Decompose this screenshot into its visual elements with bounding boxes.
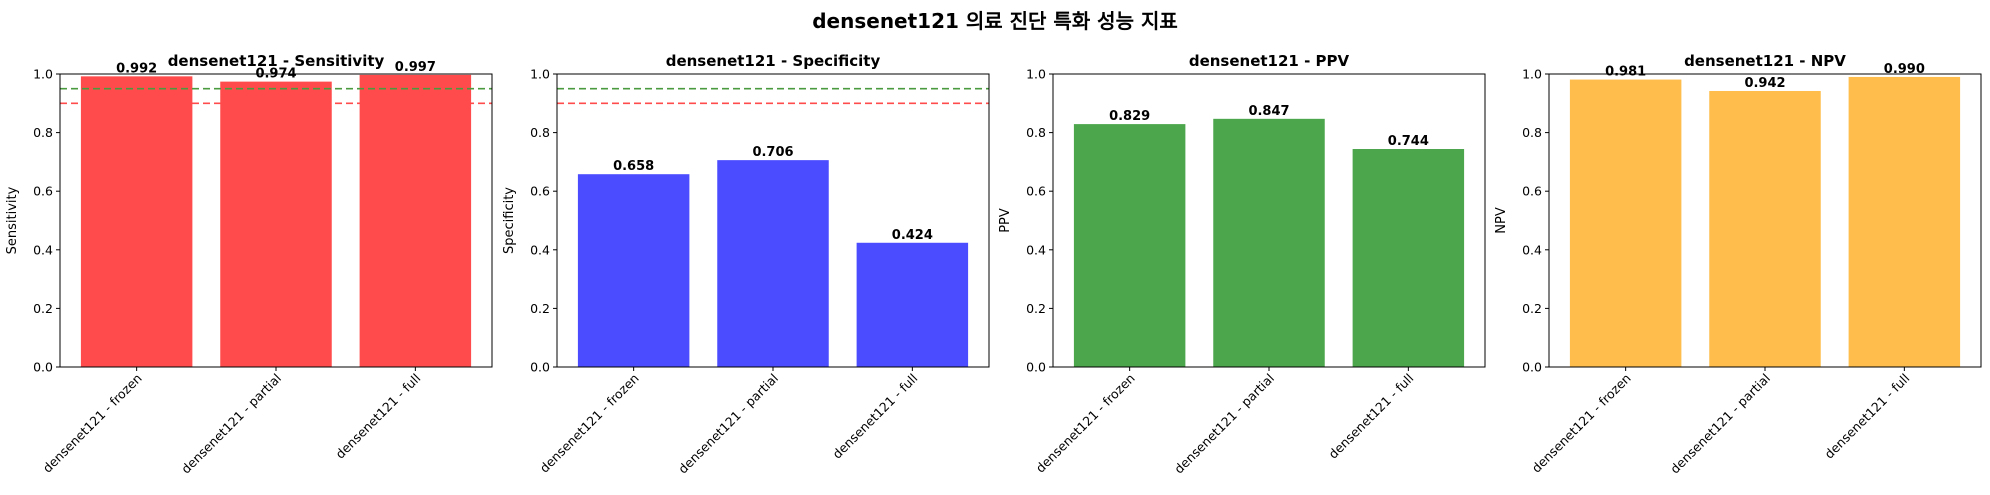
x-tick-label: densenet121 - frozen (1033, 371, 1138, 476)
y-tick-label: 0.4 (530, 242, 550, 257)
bar-value-label: 0.658 (613, 159, 654, 174)
y-tick-label: 0.8 (1522, 125, 1542, 140)
bar-value-label: 0.981 (1605, 65, 1646, 80)
y-tick-label: 0.4 (1026, 242, 1046, 257)
y-tick-label: 0.4 (33, 242, 53, 257)
y-tick-label: 1.0 (33, 67, 53, 82)
y-axis-label: Specificity (502, 187, 517, 254)
bar (1709, 90, 1821, 367)
y-tick-label: 0.0 (530, 360, 550, 375)
subplot-title: densenet121 - PPV (1189, 52, 1350, 70)
bar (80, 76, 193, 368)
y-tick-label: 0.2 (1026, 301, 1046, 316)
figure-suptitle: densenet121 의료 진단 특화 성능 지표 (812, 9, 1178, 33)
bar-value-label: 0.997 (395, 60, 436, 75)
y-axis-label: PPV (998, 208, 1013, 233)
bar-value-label: 0.829 (1109, 109, 1150, 124)
x-tick-label: densenet121 - full (1325, 371, 1416, 462)
bar (359, 74, 472, 367)
bar-value-label: 0.847 (1248, 104, 1289, 119)
y-tick-label: 0.6 (33, 184, 53, 199)
x-tick-label: densenet121 - partial (1171, 371, 1277, 477)
y-tick-label: 0.2 (1522, 301, 1542, 316)
bar-value-label: 0.424 (892, 228, 933, 243)
bar (856, 242, 969, 367)
bar (717, 160, 829, 367)
x-tick-label: densenet121 - partial (1667, 371, 1773, 477)
y-tick-label: 0.8 (530, 125, 550, 140)
subplot-3: 0.829 0.847 0.744 0.0 0.2 0.4 0.6 0.8 1.0 densene… (998, 52, 1486, 477)
y-tick-label: 0.6 (1522, 184, 1542, 199)
y-tick-label: 0.0 (1522, 360, 1542, 375)
x-tick-label: densenet121 - frozen (1529, 371, 1634, 476)
x-tick-label: densenet121 - full (1821, 371, 1912, 462)
bar (1073, 124, 1186, 367)
bar (220, 81, 332, 368)
y-tick-label: 1.0 (1522, 67, 1542, 82)
subplot-2: 0.658 0.706 0.424 0.0 0.2 0.4 0.6 0.8 1.0 densene… (502, 52, 990, 477)
bar-value-label: 0.990 (1884, 62, 1925, 77)
x-tick-label: densenet121 - frozen (40, 371, 145, 476)
y-tick-label: 0.8 (33, 125, 53, 140)
x-tick-label: densenet121 - partial (675, 371, 781, 477)
y-tick-label: 0.0 (33, 360, 53, 375)
subplot-4: 0.981 0.942 0.990 0.0 0.2 0.4 0.6 0.8 1.0 densene… (1494, 52, 1982, 477)
y-tick-label: 0.2 (33, 301, 53, 316)
y-tick-label: 1.0 (530, 67, 550, 82)
y-tick-label: 0.0 (1026, 360, 1046, 375)
y-tick-label: 0.4 (1522, 242, 1542, 257)
subplot-1: 0.992 0.974 0.9970.00.20.40.60.81.0densene… (5, 52, 493, 477)
subplot-title: densenet121 - Specificity (666, 52, 881, 70)
subplot-title: densenet121 - Sensitivity (168, 52, 385, 70)
subplot-title: densenet121 - NPV (1684, 52, 1846, 70)
y-axis-label: NPV (1494, 207, 1509, 234)
bar (1848, 76, 1961, 368)
x-tick-label: densenet121 - full (829, 371, 920, 462)
x-tick-label: densenet121 - frozen (537, 371, 642, 476)
bar-value-label: 0.992 (116, 61, 157, 76)
bar (1352, 149, 1465, 367)
y-tick-label: 1.0 (1026, 67, 1046, 82)
y-tick-label: 0.6 (1026, 184, 1046, 199)
bar (1569, 79, 1682, 367)
x-tick-label: densenet121 - full (332, 371, 423, 462)
y-tick-label: 0.6 (530, 184, 550, 199)
y-axis-label: Sensitivity (5, 186, 20, 254)
bar-value-label: 0.744 (1388, 134, 1429, 149)
bar-value-label: 0.706 (752, 145, 793, 160)
bar-value-label: 0.942 (1744, 76, 1785, 91)
subplots: 0.992 0.974 0.9970.00.20.40.60.81.0densene… (5, 52, 1982, 477)
bar (1213, 118, 1325, 367)
x-tick-label: densenet121 - partial (178, 371, 284, 477)
y-tick-label: 0.8 (1026, 125, 1046, 140)
y-tick-label: 0.2 (530, 301, 550, 316)
bar (577, 174, 690, 367)
